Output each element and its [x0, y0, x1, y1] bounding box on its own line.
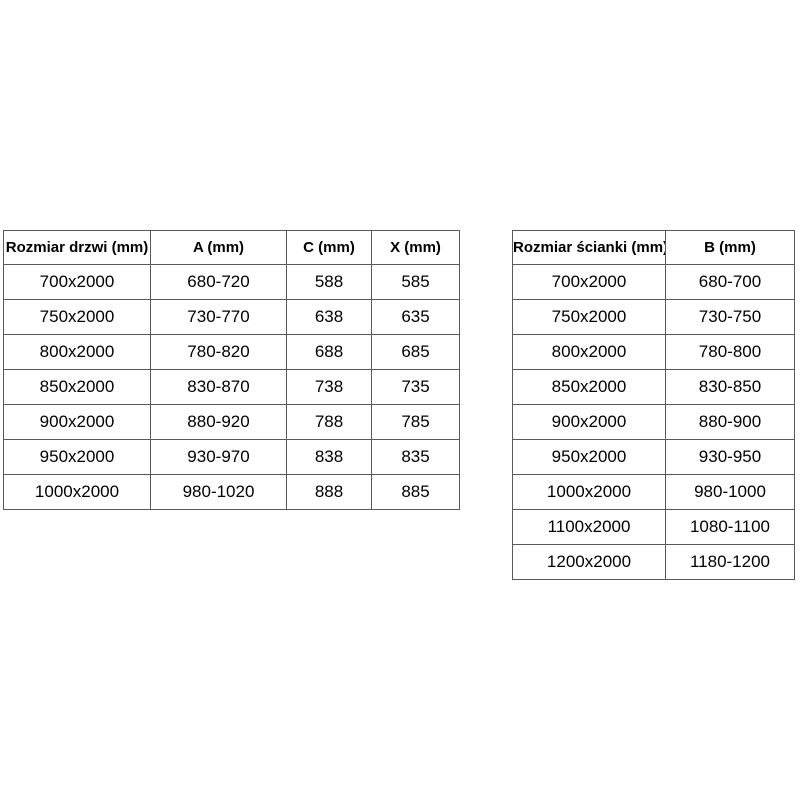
table-cell: 880-900 — [665, 404, 795, 440]
table-cell: 800x2000 — [3, 334, 151, 370]
table-row: 850x2000 830-870 738 735 — [3, 369, 460, 405]
column-header: A (mm) — [150, 230, 287, 265]
table-cell: 980-1000 — [665, 474, 795, 510]
data-table: Rozmiar ścianki (mm) B (mm) 700x2000 680-70… — [512, 230, 795, 580]
table-row: 750x2000 730-750 — [512, 299, 795, 335]
table-cell: 830-870 — [150, 369, 287, 405]
table-cell: 750x2000 — [3, 299, 151, 335]
table-cell: 700x2000 — [512, 264, 666, 300]
table-cell: 780-800 — [665, 334, 795, 370]
table-cell: 880-920 — [150, 404, 287, 440]
table-row: 900x2000 880-900 — [512, 404, 795, 440]
table-row: 1200x2000 1180-1200 — [512, 544, 795, 580]
table-cell: 950x2000 — [3, 439, 151, 475]
table-cell: 838 — [286, 439, 372, 475]
table-cell: 588 — [286, 264, 372, 300]
table-cell: 930-970 — [150, 439, 287, 475]
table-cell: 788 — [286, 404, 372, 440]
column-header: X (mm) — [371, 230, 460, 265]
table-cell: 738 — [286, 369, 372, 405]
table-cell: 980-1020 — [150, 474, 287, 510]
column-header: C (mm) — [286, 230, 372, 265]
table-cell: 638 — [286, 299, 372, 335]
table-cell: 1080-1100 — [665, 509, 795, 545]
table-cell: 850x2000 — [3, 369, 151, 405]
table-cell: 950x2000 — [512, 439, 666, 475]
column-header: B (mm) — [665, 230, 795, 265]
table-cell: 635 — [371, 299, 460, 335]
table-cell: 1180-1200 — [665, 544, 795, 580]
table-cell: 730-750 — [665, 299, 795, 335]
table-cell: 835 — [371, 439, 460, 475]
table-cell: 750x2000 — [512, 299, 666, 335]
table-cell: 800x2000 — [512, 334, 666, 370]
table-cell: 888 — [286, 474, 372, 510]
table-cell: 780-820 — [150, 334, 287, 370]
table-cell: 1100x2000 — [512, 509, 666, 545]
table-cell: 1000x2000 — [512, 474, 666, 510]
data-table: Rozmiar drzwi (mm) A (mm) C (mm) X (mm) 700x… — [3, 230, 460, 510]
table-row: 750x2000 730-770 638 635 — [3, 299, 460, 335]
table-row: 1100x2000 1080-1100 — [512, 509, 795, 545]
table-row: 950x2000 930-970 838 835 — [3, 439, 460, 475]
table-cell: 885 — [371, 474, 460, 510]
table-cell: 700x2000 — [3, 264, 151, 300]
wall-dimensions-table: Rozmiar ścianki (mm) B (mm) 700x2000 680-70… — [512, 230, 795, 580]
door-dimensions-table: Rozmiar drzwi (mm) A (mm) C (mm) X (mm) 700x… — [3, 230, 460, 510]
table-cell: 930-950 — [665, 439, 795, 475]
table-row: 1000x2000 980-1000 — [512, 474, 795, 510]
table-cell: 585 — [371, 264, 460, 300]
table-cell: 680-720 — [150, 264, 287, 300]
table-row: 800x2000 780-800 — [512, 334, 795, 370]
table-cell: 1200x2000 — [512, 544, 666, 580]
table-row: 850x2000 830-850 — [512, 369, 795, 405]
table-cell: 1000x2000 — [3, 474, 151, 510]
table-cell: 730-770 — [150, 299, 287, 335]
table-cell: 688 — [286, 334, 372, 370]
table-cell: 785 — [371, 404, 460, 440]
table-cell: 735 — [371, 369, 460, 405]
column-header: Rozmiar drzwi (mm) — [3, 230, 151, 265]
table-cell: 900x2000 — [512, 404, 666, 440]
table-row: 950x2000 930-950 — [512, 439, 795, 475]
table-row: 900x2000 880-920 788 785 — [3, 404, 460, 440]
table-cell: 850x2000 — [512, 369, 666, 405]
header-row: Rozmiar drzwi (mm) A (mm) C (mm) X (mm) — [3, 230, 460, 265]
table-cell: 900x2000 — [3, 404, 151, 440]
column-header: Rozmiar ścianki (mm) — [512, 230, 666, 265]
table-row: 700x2000 680-700 — [512, 264, 795, 300]
table-row: 800x2000 780-820 688 685 — [3, 334, 460, 370]
table-cell: 830-850 — [665, 369, 795, 405]
table-cell: 685 — [371, 334, 460, 370]
table-row: 700x2000 680-720 588 585 — [3, 264, 460, 300]
table-row: 1000x2000 980-1020 888 885 — [3, 474, 460, 510]
table-cell: 680-700 — [665, 264, 795, 300]
header-row: Rozmiar ścianki (mm) B (mm) — [512, 230, 795, 265]
